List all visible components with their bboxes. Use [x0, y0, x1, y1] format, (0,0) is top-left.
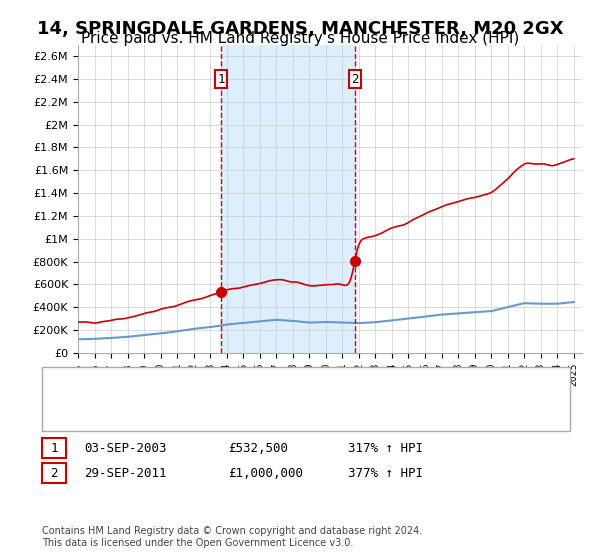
- Text: 14, SPRINGDALE GARDENS, MANCHESTER, M20 2GX: 14, SPRINGDALE GARDENS, MANCHESTER, M20 …: [37, 20, 563, 38]
- Text: 2: 2: [50, 466, 58, 480]
- 14, SPRINGDALE GARDENS, MANCHESTER, M20 2GX (detached house): [570, 156, 577, 162]
- Text: Price paid vs. HM Land Registry's House Price Index (HPI): Price paid vs. HM Land Registry's House …: [81, 31, 519, 46]
- Text: 29-SEP-2011: 29-SEP-2011: [84, 466, 167, 480]
- Line: HPI: Average price, detached house, Manchester: HPI: Average price, detached house, Manc…: [78, 302, 574, 339]
- 14, SPRINGDALE GARDENS, MANCHESTER, M20 2GX (detached house): [74, 319, 82, 325]
- Text: 1: 1: [218, 73, 225, 86]
- Text: Contains HM Land Registry data © Crown copyright and database right 2024.
This d: Contains HM Land Registry data © Crown c…: [42, 526, 422, 548]
- HPI: Average price, detached house, Manchester: (2e+03, 2.59e+05): Average price, detached house, Mancheste…: [236, 320, 243, 326]
- 14, SPRINGDALE GARDENS, MANCHESTER, M20 2GX (detached house): [272, 277, 279, 283]
- Text: 14, SPRINGDALE GARDENS, MANCHESTER, M20 2GX (detached house): 14, SPRINGDALE GARDENS, MANCHESTER, M20 …: [96, 376, 501, 386]
- Line: 14, SPRINGDALE GARDENS, MANCHESTER, M20 2GX (detached house): 14, SPRINGDALE GARDENS, MANCHESTER, M20 …: [78, 159, 574, 323]
- 14, SPRINGDALE GARDENS, MANCHESTER, M20 2GX (detached house): [91, 320, 98, 326]
- HPI: Average price, detached house, Manchester: (2.02e+03, 3.32e+05): Average price, detached house, Mancheste…: [435, 311, 442, 318]
- HPI: Average price, detached house, Manchester: (2.01e+03, 2.83e+05): Average price, detached house, Mancheste…: [386, 317, 394, 324]
- HPI: Average price, detached house, Manchester: (2.02e+03, 4.45e+05): Average price, detached house, Mancheste…: [570, 298, 577, 305]
- Text: 2: 2: [351, 73, 359, 86]
- Text: 03-SEP-2003: 03-SEP-2003: [84, 441, 167, 455]
- 14, SPRINGDALE GARDENS, MANCHESTER, M20 2GX (detached house): [388, 225, 395, 232]
- Bar: [221, 45, 355, 353]
- Text: 317% ↑ HPI: 317% ↑ HPI: [348, 441, 423, 455]
- Text: 1: 1: [50, 441, 58, 455]
- Text: £532,500: £532,500: [228, 441, 288, 455]
- Text: £1,000,000: £1,000,000: [228, 466, 303, 480]
- HPI: Average price, detached house, Manchester: (2e+03, 1.18e+05): Average price, detached house, Mancheste…: [74, 336, 82, 343]
- 14, SPRINGDALE GARDENS, MANCHESTER, M20 2GX (detached house): [135, 312, 142, 319]
- Text: HPI: Average price, detached house, Manchester: HPI: Average price, detached house, Manc…: [96, 401, 407, 411]
- HPI: Average price, detached house, Manchester: (2.02e+03, 3.29e+05): Average price, detached house, Mancheste…: [432, 312, 439, 319]
- HPI: Average price, detached house, Manchester: (2e+03, 1.49e+05): Average price, detached house, Mancheste…: [134, 333, 141, 339]
- HPI: Average price, detached house, Manchester: (2.01e+03, 2.88e+05): Average price, detached house, Mancheste…: [271, 316, 278, 323]
- 14, SPRINGDALE GARDENS, MANCHESTER, M20 2GX (detached house): [436, 204, 443, 211]
- FancyBboxPatch shape: [215, 70, 227, 88]
- FancyBboxPatch shape: [349, 70, 361, 88]
- Text: 377% ↑ HPI: 377% ↑ HPI: [348, 466, 423, 480]
- 14, SPRINGDALE GARDENS, MANCHESTER, M20 2GX (detached house): [433, 206, 440, 212]
- 14, SPRINGDALE GARDENS, MANCHESTER, M20 2GX (detached house): [237, 284, 244, 291]
